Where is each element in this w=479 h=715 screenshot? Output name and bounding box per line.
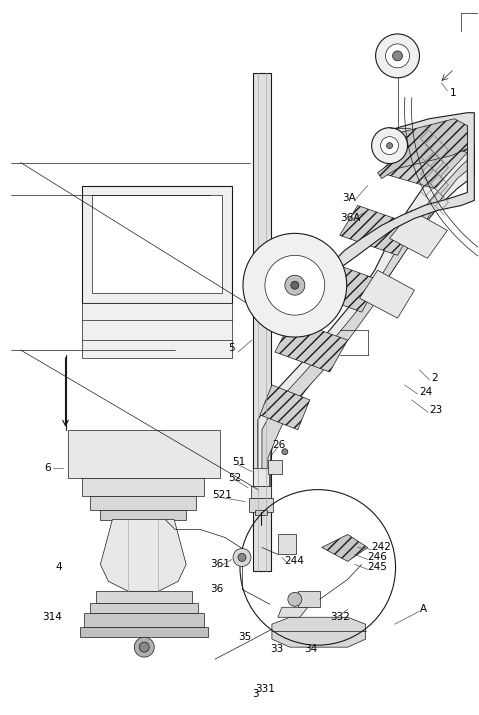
Text: 24: 24	[420, 387, 433, 397]
Text: 35: 35	[238, 632, 251, 642]
Bar	[82, 478, 204, 495]
Bar	[80, 627, 208, 637]
Circle shape	[381, 137, 399, 154]
Polygon shape	[360, 270, 414, 318]
Bar	[253, 468, 269, 485]
Text: 34: 34	[304, 644, 317, 654]
Circle shape	[386, 44, 410, 68]
Circle shape	[134, 637, 154, 657]
Text: A: A	[420, 604, 427, 614]
Text: 36A: 36A	[340, 213, 360, 223]
Text: 2: 2	[432, 373, 438, 383]
Text: 3: 3	[252, 689, 259, 699]
Polygon shape	[389, 210, 447, 258]
Bar	[84, 613, 204, 627]
Bar	[278, 535, 296, 554]
Polygon shape	[275, 320, 348, 372]
Text: 1: 1	[449, 88, 456, 98]
Bar	[92, 195, 222, 293]
Text: 4: 4	[56, 563, 62, 573]
Circle shape	[282, 449, 288, 455]
Text: 244: 244	[284, 556, 304, 566]
Text: 245: 245	[367, 563, 388, 573]
Text: 26: 26	[272, 440, 285, 450]
Circle shape	[393, 51, 402, 61]
Polygon shape	[262, 159, 469, 490]
Text: 361: 361	[210, 559, 230, 569]
Bar	[68, 430, 220, 478]
Text: 242: 242	[372, 543, 391, 553]
Bar	[91, 495, 196, 510]
Polygon shape	[322, 535, 367, 561]
Circle shape	[291, 281, 299, 289]
Circle shape	[139, 642, 149, 652]
Circle shape	[372, 128, 408, 164]
Text: 51: 51	[232, 457, 245, 467]
Polygon shape	[272, 617, 365, 647]
Circle shape	[233, 548, 251, 566]
Polygon shape	[258, 146, 474, 500]
Circle shape	[243, 233, 347, 337]
Polygon shape	[101, 520, 186, 591]
Circle shape	[285, 275, 305, 295]
Text: 5: 5	[228, 343, 235, 353]
Text: 3A: 3A	[342, 194, 355, 204]
Bar	[255, 510, 267, 515]
Text: 314: 314	[43, 612, 62, 622]
Bar	[96, 591, 192, 603]
Text: 52: 52	[228, 473, 241, 483]
Polygon shape	[308, 260, 379, 312]
Text: 36: 36	[210, 584, 223, 594]
Circle shape	[288, 592, 302, 606]
Circle shape	[376, 34, 420, 78]
Polygon shape	[377, 119, 468, 179]
Text: 33: 33	[270, 644, 283, 654]
Text: 332: 332	[330, 612, 350, 622]
Polygon shape	[340, 205, 414, 255]
Polygon shape	[379, 136, 468, 189]
Bar	[101, 510, 186, 520]
Text: 6: 6	[45, 463, 51, 473]
Text: 331: 331	[255, 684, 275, 694]
Polygon shape	[325, 113, 474, 298]
Bar	[91, 603, 198, 613]
Bar	[251, 485, 271, 498]
Bar	[253, 73, 271, 571]
Polygon shape	[260, 385, 310, 430]
Circle shape	[265, 255, 325, 315]
Text: 23: 23	[430, 405, 443, 415]
Circle shape	[387, 142, 393, 149]
Bar	[268, 460, 282, 473]
Bar	[82, 303, 232, 358]
Bar	[82, 185, 232, 303]
Text: 246: 246	[367, 553, 388, 563]
Circle shape	[238, 553, 246, 561]
Bar	[249, 498, 273, 511]
Polygon shape	[278, 607, 308, 617]
Bar	[298, 591, 320, 607]
Text: 521: 521	[212, 490, 232, 500]
